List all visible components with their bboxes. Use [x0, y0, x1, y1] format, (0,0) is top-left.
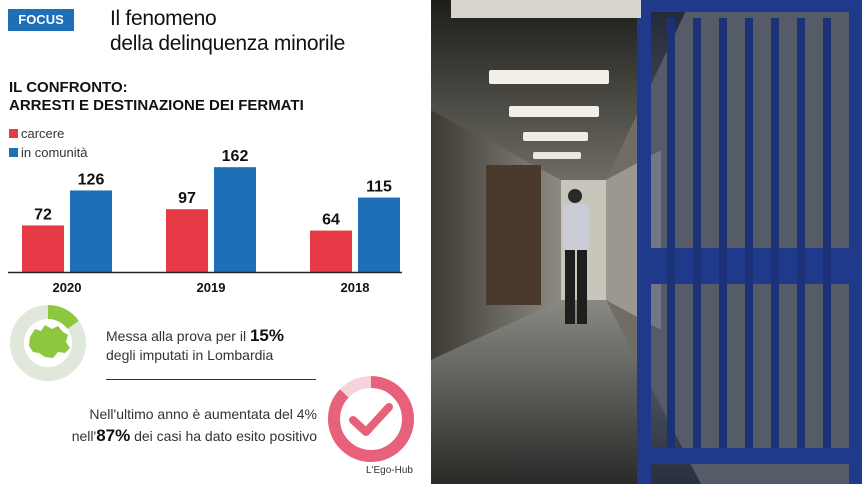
data-label-2020-1: 126: [78, 171, 105, 188]
stat2-suffix: dei casi ha dato esito positivo: [130, 428, 317, 444]
bar-2020-0: [22, 225, 64, 272]
floor: [431, 300, 701, 484]
bar-2019-0: [166, 209, 208, 272]
stat1-text-after: degli imputati in Lombardia: [106, 347, 274, 363]
data-label-2019-1: 162: [222, 148, 249, 165]
legend-item-comunita: in comunità: [9, 143, 87, 162]
prison-gate: [637, 0, 862, 484]
legend-label-carcere: carcere: [21, 126, 65, 141]
ceiling: [431, 0, 691, 180]
prison-corridor-photo: [431, 0, 862, 484]
page-title: Il fenomeno della delinquenza minorile: [110, 6, 345, 56]
legend-item-carcere: carcere: [9, 124, 87, 143]
check-donut: [328, 376, 414, 462]
legend-swatch-carcere: [9, 129, 18, 138]
legend-label-comunita: in comunità: [21, 145, 88, 160]
tick-label-2018: 2018: [341, 280, 370, 295]
bar-2018-1: [358, 197, 400, 272]
stat2-value: 87%: [96, 426, 131, 445]
bar-chart: 72 126 2020 97 162 2019 64 115 2018: [8, 148, 402, 295]
subtitle-line-1: IL CONFRONTO:: [9, 79, 128, 96]
tick-label-2019: 2019: [197, 280, 226, 295]
chart-legend: carcere in comunità: [9, 124, 87, 162]
bar-2020-1: [70, 190, 112, 272]
donut-arc-15: [10, 305, 86, 381]
legend-swatch-comunita: [9, 148, 18, 157]
bar-2019-1: [214, 167, 256, 272]
stat-esito-positivo: Nell'ultimo anno è aumentata del 4% nell…: [72, 403, 317, 447]
title-line-1: Il fenomeno: [110, 7, 217, 30]
title-line-2: della delinquenza minorile: [110, 32, 346, 55]
divider: [106, 379, 316, 380]
top-window: [451, 0, 641, 18]
stat-messa-alla-prova: Messa alla prova per il 15% degli imputa…: [106, 326, 284, 365]
data-label-2018-1: 115: [366, 179, 392, 196]
chart-subtitle: IL CONFRONTO: ARRESTI E DESTINAZIONE DEI…: [9, 79, 304, 115]
left-door: [486, 165, 541, 305]
lombardy-donut: [10, 305, 86, 381]
infographic-panel: FOCUS Il fenomeno della delinquenza mino…: [8, 6, 414, 476]
subtitle-line-2: ARRESTI E DESTINAZIONE DEI FERMATI: [9, 97, 304, 114]
ceiling-light-4: [533, 152, 581, 159]
lombardy-map-icon: [29, 325, 70, 358]
focus-badge: FOCUS: [8, 9, 74, 31]
credit: L'Ego-Hub: [366, 465, 413, 476]
ceiling-light-2: [509, 106, 599, 117]
tick-label-2020: 2020: [53, 280, 82, 295]
stat1-text: Messa alla prova per il: [106, 328, 250, 344]
ceiling-light-3: [523, 132, 588, 141]
stat2-line1: Nell'ultimo anno è aumentata del 4%: [89, 406, 317, 422]
stat2-prefix: nell': [71, 428, 97, 444]
data-label-2018-0: 64: [322, 212, 340, 229]
bar-2018-0: [310, 230, 352, 272]
guard-figure: [563, 189, 589, 324]
ceiling-light-1: [489, 70, 609, 84]
donut-arc-87: [328, 376, 414, 462]
data-label-2019-0: 97: [178, 190, 196, 207]
checkmark-icon: [349, 403, 393, 436]
data-label-2020-0: 72: [34, 206, 52, 223]
stat1-value: 15%: [249, 326, 284, 345]
